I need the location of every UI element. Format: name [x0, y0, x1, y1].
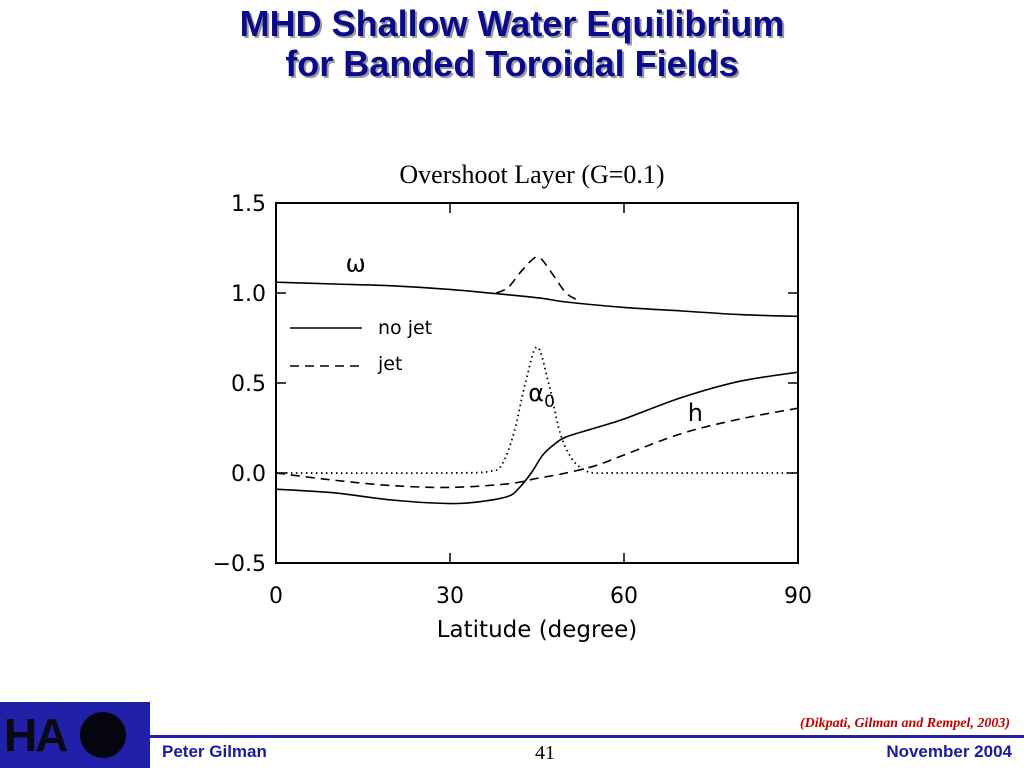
- series-line-1-dashed: [496, 256, 579, 301]
- slide-title: MHD Shallow Water Equilibrium for Banded…: [0, 4, 1024, 84]
- annotations: ω α0 h: [346, 249, 703, 426]
- series-line-4-dotted: [275, 346, 798, 475]
- series-line-0-solid: [275, 281, 799, 318]
- slide-title-line1: MHD Shallow Water Equilibrium: [239, 3, 785, 44]
- footer-divider: [150, 735, 1024, 738]
- series-line-3-dashed: [275, 407, 799, 489]
- y-tick-label: 0.5: [231, 372, 266, 397]
- x-axis-label: Latitude (degree): [437, 617, 638, 643]
- logo-text: HA: [4, 709, 68, 761]
- footer-date: November 2004: [886, 742, 1012, 761]
- x-tick-label: 30: [436, 584, 464, 609]
- line-chart: Overshoot Layer (G=0.1) 0 30 60 90 −0.5 0.0 0.…: [213, 160, 812, 643]
- curve-annotation: h: [688, 399, 703, 427]
- y-tick-label: 0.0: [231, 462, 266, 487]
- legend: no jet jet: [290, 317, 432, 375]
- x-tick-label: 90: [784, 584, 812, 609]
- y-tick-label: 1.0: [231, 282, 266, 307]
- x-tick-label: 60: [610, 584, 638, 609]
- logo-sun-icon: [80, 712, 126, 758]
- legend-label-jet: jet: [377, 353, 402, 375]
- series-group: [275, 256, 799, 505]
- legend-label-no-jet: no jet: [378, 317, 432, 339]
- hao-logo: HA: [0, 702, 150, 768]
- curve-annotation: ω: [346, 249, 366, 277]
- y-tick-label: 1.5: [231, 192, 266, 217]
- footer: HA (Dikpati, Gilman and Rempel, 2003) Pe…: [0, 702, 1024, 768]
- x-tick-label: 0: [269, 584, 283, 609]
- footer-author: Peter Gilman: [162, 742, 267, 761]
- curve-annotation: α0: [528, 379, 555, 412]
- series-line-2-solid: [275, 371, 799, 505]
- axes: 0 30 60 90 −0.5 0.0 0.5 1.0 1.5: [213, 192, 812, 609]
- slide-title-line2: for Banded Toroidal Fields: [285, 43, 739, 84]
- page-number: 41: [535, 742, 555, 764]
- y-tick-label: −0.5: [213, 552, 266, 577]
- chart-title: Overshoot Layer (G=0.1): [399, 160, 664, 189]
- citation: (Dikpati, Gilman and Rempel, 2003): [800, 716, 1010, 731]
